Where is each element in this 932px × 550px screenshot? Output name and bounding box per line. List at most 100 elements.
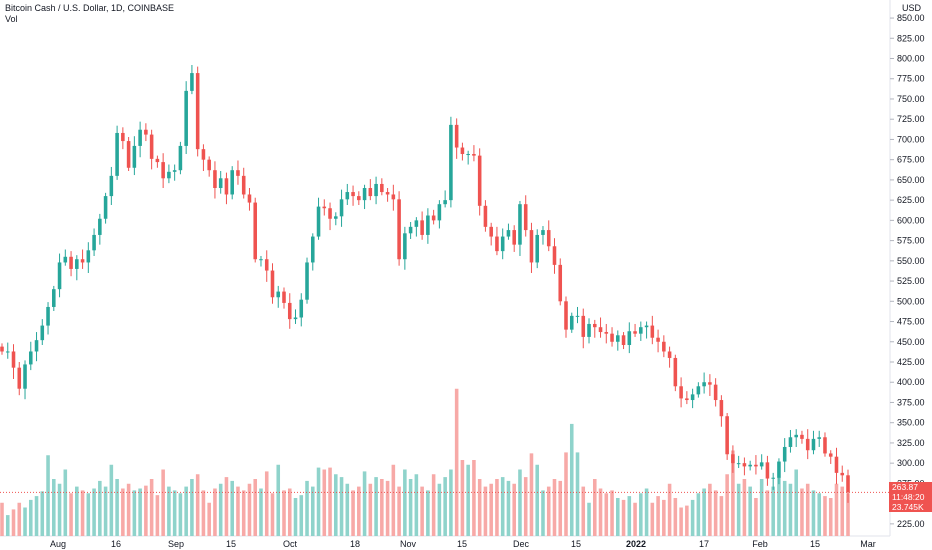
candle-body [846,475,850,493]
candle-body [230,170,234,195]
volume-bar [322,469,327,536]
volume-bar [103,486,108,536]
candle-body [633,331,637,334]
volume-bar [230,480,234,536]
candle-body [172,170,177,172]
candle-body [259,259,263,261]
volume-bar [742,479,747,536]
volume-bar [719,496,724,536]
candle-body [17,367,22,389]
y-tick-label: 625.00 [897,195,925,205]
candle-body [541,230,545,235]
candle-body [518,204,522,245]
x-tick-label: 15 [810,539,820,549]
candle-body [564,301,568,330]
y-tick-label: 825.00 [897,33,925,43]
countdown-tag: 11:48:20 [889,492,932,502]
candle-body [575,315,580,317]
volume-bar [748,486,752,536]
volume-indicator-label: Vol [5,14,18,24]
volume-bar [69,493,73,536]
volume-bar [650,502,655,536]
y-tick-label: 525.00 [897,276,925,286]
volume-bar [581,486,586,536]
volume-bar [500,477,505,536]
volume-bar [794,469,798,536]
y-tick-label: 350.00 [897,418,925,428]
candle-body [357,196,361,201]
candle-body [759,462,764,467]
y-tick-label: 375.00 [897,397,925,407]
candle-body [558,264,563,302]
volume-bar [616,498,620,536]
volume-bar [512,483,516,536]
volume-bar [374,477,378,536]
volume-bar [811,490,816,536]
candle-body [765,462,770,479]
candle-body [52,289,56,307]
volume-bar [736,483,741,536]
volume-bar [759,479,764,536]
volume-bar [23,507,27,536]
candle-body [828,453,833,457]
y-tick-label: 600.00 [897,215,925,225]
volume-bar [518,469,522,536]
candle-body [109,175,114,197]
candle-body [218,178,223,188]
candle-body [644,325,649,328]
volume-bar [190,479,194,536]
volume-bar [385,480,390,536]
candle-body [466,154,470,156]
volume-bar [310,486,315,536]
volume-bar [800,488,804,536]
x-tick-label: Oct [283,539,298,549]
x-tick-label: 15 [571,539,581,549]
volume-bar [115,479,119,536]
candle-body [57,262,62,290]
volume-bar [167,486,171,536]
volume-bar [155,495,160,536]
chart-legend: Bitcoin Cash / U.S. Dollar, 1D, COINBASE… [5,3,174,25]
last-volume-tag: 23.745K [889,502,932,512]
volume-bar [777,477,781,536]
volume-bar [754,498,758,536]
candle-body [662,341,666,352]
candle-body [420,220,424,235]
y-tick-label: 225.00 [897,519,925,529]
volume-bar [639,493,643,536]
candle-body [512,230,516,245]
candle-body [167,171,171,179]
candle-body [403,233,407,260]
candle-body [523,204,528,231]
volume-bar [449,469,453,536]
volume-bar [846,493,850,536]
candle-body [362,188,367,201]
candle-body [115,132,119,176]
y-tick-label: 675.00 [897,155,925,165]
volume-bar [5,515,10,536]
volume-bar [224,477,229,536]
volume-bar [241,490,246,536]
volume-bar [575,452,580,536]
volume-bar [541,490,545,536]
volume-bar [207,502,211,536]
volume-bar [823,496,827,536]
candle-body [472,154,476,156]
candle-body [351,192,355,197]
candle-body [754,464,758,467]
x-tick-label: Sep [168,539,184,549]
volume-bar [201,490,206,536]
volume-bar [466,464,470,536]
volume-bar [592,479,597,536]
candle-body [731,454,735,464]
candle-body [391,194,396,200]
candle-body [201,149,206,160]
candle-body [207,159,211,171]
candle-body [190,73,194,91]
last-price-tag: 263.87 [889,482,932,492]
symbol-title: Bitcoin Cash / U.S. Dollar, 1D, COINBASE [5,3,175,13]
candle-body [719,400,724,417]
candle-body [713,384,718,401]
candle-body [5,351,10,353]
